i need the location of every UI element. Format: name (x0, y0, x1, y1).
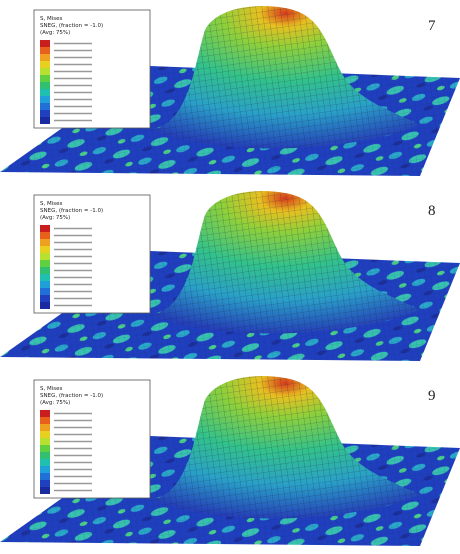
legend-swatch (40, 239, 50, 246)
legend-avg: (Avg: 75%) (40, 30, 70, 36)
panel-number: 8 (428, 203, 436, 219)
legend-swatch (40, 302, 50, 309)
legend-swatch (40, 246, 50, 253)
legend-title: S, Mises (40, 386, 63, 392)
legend-subtitle: SNEG, (fraction = -1.0) (40, 393, 103, 399)
legend-subtitle: SNEG, (fraction = -1.0) (40, 23, 103, 29)
legend-swatch (40, 281, 50, 288)
legend-swatch (40, 103, 50, 110)
legend-swatch (40, 89, 50, 96)
panel-number: 9 (428, 388, 436, 404)
legend-swatch (40, 459, 50, 466)
legend-swatch (40, 61, 50, 68)
legend-swatch (40, 473, 50, 480)
page: {"panels": [ {"label": "7", "legend": {"… (0, 0, 460, 554)
legend-swatch (40, 110, 50, 117)
legend-swatch (40, 466, 50, 473)
legend-swatch (40, 260, 50, 267)
legend-swatch (40, 288, 50, 295)
legend-swatch (40, 424, 50, 431)
legend-title: S, Mises (40, 16, 63, 22)
legend-swatch (40, 480, 50, 487)
legend-swatch (40, 438, 50, 445)
legend-swatch (40, 68, 50, 75)
legend-swatch (40, 117, 50, 124)
legend-avg: (Avg: 75%) (40, 400, 70, 406)
figure: S, MisesSNEG, (fraction = -1.0)(Avg: 75%… (0, 0, 460, 554)
legend-swatch (40, 232, 50, 239)
legend-swatch (40, 295, 50, 302)
legend-swatch (40, 417, 50, 424)
legend-swatch (40, 445, 50, 452)
legend-swatch (40, 82, 50, 89)
legend-swatch (40, 452, 50, 459)
legend-swatch (40, 225, 50, 232)
legend-swatch (40, 487, 50, 494)
legend-swatch (40, 75, 50, 82)
legend-swatch (40, 410, 50, 417)
legend-avg: (Avg: 75%) (40, 215, 70, 221)
legend-swatch (40, 431, 50, 438)
legend-title: S, Mises (40, 201, 63, 207)
legend-swatch (40, 54, 50, 61)
legend-swatch (40, 267, 50, 274)
legend-subtitle: SNEG, (fraction = -1.0) (40, 208, 103, 214)
legend-swatch (40, 40, 50, 47)
panel-number: 7 (428, 18, 436, 34)
legend-swatch (40, 274, 50, 281)
legend-swatch (40, 253, 50, 260)
legend-swatch (40, 47, 50, 54)
legend-swatch (40, 96, 50, 103)
